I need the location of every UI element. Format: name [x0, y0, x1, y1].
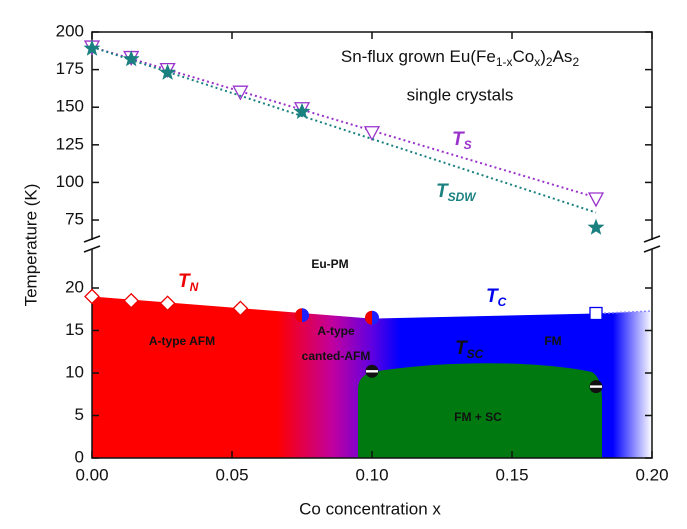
sc-region	[358, 363, 602, 458]
y-tick-label: 5	[75, 405, 84, 424]
star-marker	[293, 102, 311, 119]
tc-extension	[595, 310, 653, 315]
region-label: A-type	[317, 324, 355, 338]
x-tick-label: 0.20	[635, 465, 668, 484]
ts-label: TS	[452, 129, 472, 152]
y-tick-label: 175	[56, 59, 84, 78]
y-tick-label: 20	[65, 277, 84, 296]
y-tick-label: 100	[56, 172, 84, 191]
chart-subtitle: single crystals	[407, 85, 514, 104]
triangle-marker	[587, 192, 605, 208]
y-tick-label: 10	[65, 362, 84, 381]
tsc-label: TSC	[455, 338, 484, 361]
diamond-marker	[159, 295, 176, 312]
tn-label: TN	[178, 271, 199, 294]
star-marker	[159, 63, 177, 80]
star-marker	[587, 218, 605, 235]
y-tick-label: 75	[65, 210, 84, 229]
half-circle-marker	[295, 308, 310, 323]
x-axis-label: Co concentration x	[299, 499, 441, 518]
chart-title: Sn-flux grown Eu(Fe1-xCox)2As2	[341, 47, 580, 69]
y-tick-label: 200	[56, 21, 84, 40]
region-label: Eu-PM	[311, 257, 348, 271]
y-tick-label: 0	[75, 447, 84, 466]
region-label: A-type AFM	[149, 334, 215, 348]
y-tick-label: 125	[56, 134, 84, 153]
star-marker	[83, 39, 101, 56]
star-marker	[122, 50, 140, 67]
diamond-marker	[232, 300, 249, 317]
x-tick-label: 0.00	[75, 465, 108, 484]
sc-marker	[589, 380, 603, 394]
x-tick-label: 0.10	[355, 465, 388, 484]
region-label: canted-AFM	[302, 349, 371, 363]
x-tick-label: 0.05	[215, 465, 248, 484]
region-label: FM + SC	[454, 410, 502, 424]
diamond-marker	[123, 292, 140, 309]
tc-label: TC	[486, 286, 507, 309]
diamond-marker	[84, 288, 100, 305]
trend-line	[91, 46, 597, 214]
tsdw-label: TSDW	[436, 181, 477, 204]
y-tick-label: 15	[65, 320, 84, 339]
sc-marker	[365, 364, 379, 378]
x-tick-label: 0.15	[495, 465, 528, 484]
y-tick-label: 150	[56, 97, 84, 116]
square-marker	[589, 306, 603, 321]
axis-break	[83, 235, 661, 253]
region-label: FM	[544, 334, 561, 348]
y-axis-label: Temperature (K)	[21, 184, 40, 307]
triangle-marker	[232, 85, 249, 101]
half-circle-marker	[365, 310, 380, 325]
triangle-marker	[363, 126, 381, 142]
